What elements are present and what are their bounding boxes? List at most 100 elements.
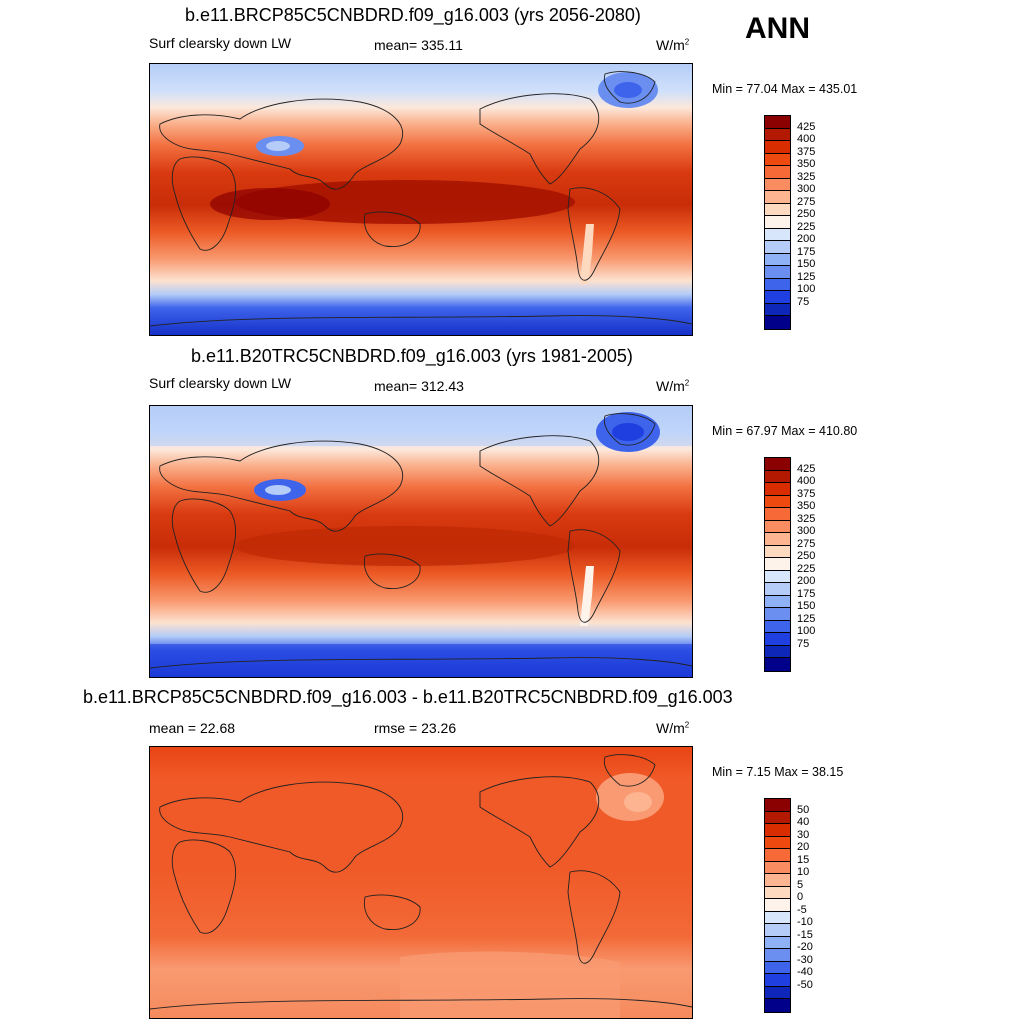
colorbar-swatch bbox=[765, 166, 790, 179]
colorbar-tick-label: 325 bbox=[797, 170, 816, 183]
colorbar-tick-label: 250 bbox=[797, 208, 816, 221]
colorbar-swatch bbox=[765, 141, 790, 154]
colorbar-swatch bbox=[765, 558, 790, 571]
colorbar-swatch bbox=[765, 924, 790, 937]
colorbar-swatch bbox=[765, 545, 790, 559]
colorbar-tick-label: 400 bbox=[797, 475, 816, 488]
colorbar-tick-label: 15 bbox=[797, 853, 810, 866]
colorbar-swatch bbox=[765, 178, 790, 192]
colorbar-swatch bbox=[765, 495, 790, 509]
colorbar-tick-label: 300 bbox=[797, 183, 816, 196]
colorbar-swatch bbox=[765, 999, 790, 1012]
colorbar-swatch bbox=[765, 645, 790, 659]
colorbar-swatch bbox=[765, 153, 790, 167]
colorbar-swatch bbox=[765, 291, 790, 304]
colorbar-tick-label: 125 bbox=[797, 270, 816, 283]
panel-1-units: W/m2 bbox=[656, 37, 690, 53]
colorbar-tick-label: 20 bbox=[797, 841, 810, 854]
panel-3-rmse-label: rmse = 23.26 bbox=[374, 720, 457, 736]
colorbar-tick-label: 375 bbox=[797, 487, 816, 500]
colorbar-tick-label: 10 bbox=[797, 866, 810, 879]
colorbar-tick-label: -5 bbox=[797, 903, 807, 916]
colorbar-tick-label: 75 bbox=[797, 637, 810, 650]
colorbar-tick-label: -50 bbox=[797, 978, 813, 991]
colorbar-swatch bbox=[765, 911, 790, 925]
colorbar-swatch bbox=[765, 316, 790, 329]
panel-3-title: b.e11.BRCP85C5CNBDRD.f09_g16.003 - b.e11… bbox=[83, 687, 733, 707]
panel-2-variable-label: Surf clearsky down LW bbox=[149, 375, 292, 391]
colorbar-swatch bbox=[765, 799, 790, 812]
panel-1-title: b.e11.BRCP85C5CNBDRD.f09_g16.003 (yrs 20… bbox=[185, 5, 641, 25]
colorbar-tick-label: 150 bbox=[797, 258, 816, 271]
colorbar-tick-label: 5 bbox=[797, 878, 804, 891]
colorbar-swatch bbox=[765, 483, 790, 496]
season-label: ANN bbox=[745, 12, 810, 45]
colorbar-swatch bbox=[765, 278, 790, 292]
colorbar-swatch bbox=[765, 974, 790, 987]
colorbar-swatch bbox=[765, 658, 790, 671]
colorbar-tick-label: 425 bbox=[797, 120, 816, 133]
colorbar-swatch bbox=[765, 216, 790, 229]
colorbar-tick-label: 275 bbox=[797, 195, 816, 208]
panel-3-minmax: Min = 7.15 Max = 38.15 bbox=[712, 765, 844, 779]
colorbar-swatch bbox=[765, 861, 790, 875]
colorbar-tick-label: -10 bbox=[797, 916, 813, 929]
colorbar-swatch bbox=[765, 570, 790, 584]
panel-3-mean-label: mean = 22.68 bbox=[149, 720, 236, 736]
panel-1-minmax: Min = 77.04 Max = 435.01 bbox=[712, 82, 858, 96]
colorbar-tick-label: 225 bbox=[797, 220, 816, 233]
colorbar-swatch bbox=[765, 849, 790, 862]
colorbar-swatch bbox=[765, 241, 790, 254]
colorbar-tick-label: 150 bbox=[797, 600, 816, 613]
colorbar-tick-label: 325 bbox=[797, 512, 816, 525]
colorbar-swatch bbox=[765, 886, 790, 900]
panel-2-map bbox=[149, 405, 693, 678]
colorbar-swatch bbox=[765, 824, 790, 837]
colorbar-swatch bbox=[765, 620, 790, 634]
colorbar-swatch bbox=[765, 116, 790, 129]
colorbar-tick-label: -15 bbox=[797, 928, 813, 941]
panel-1-colorbar bbox=[764, 115, 791, 330]
colorbar-tick-label: 400 bbox=[797, 133, 816, 146]
colorbar-swatch bbox=[765, 253, 790, 267]
colorbar-swatch bbox=[765, 949, 790, 962]
panel-2-minmax: Min = 67.97 Max = 410.80 bbox=[712, 424, 858, 438]
colorbar-tick-label: -30 bbox=[797, 953, 813, 966]
panel-3-colorbar bbox=[764, 798, 791, 1013]
colorbar-swatch bbox=[765, 533, 790, 546]
colorbar-tick-label: 175 bbox=[797, 587, 816, 600]
colorbar-tick-label: 300 bbox=[797, 525, 816, 538]
colorbar-tick-label: -20 bbox=[797, 941, 813, 954]
colorbar-tick-label: 275 bbox=[797, 537, 816, 550]
colorbar-tick-label: 100 bbox=[797, 283, 816, 296]
colorbar-tick-label: -40 bbox=[797, 966, 813, 979]
colorbar-tick-label: 0 bbox=[797, 891, 804, 904]
colorbar-tick-label: 200 bbox=[797, 233, 816, 246]
colorbar-swatch bbox=[765, 633, 790, 646]
colorbar-tick-label: 350 bbox=[797, 500, 816, 513]
colorbar-tick-label: 100 bbox=[797, 625, 816, 638]
colorbar-swatch bbox=[765, 986, 790, 1000]
colorbar-swatch bbox=[765, 836, 790, 850]
colorbar-tick-label: 250 bbox=[797, 550, 816, 563]
panel-1-mean-label: mean= 335.11 bbox=[374, 37, 463, 53]
colorbar-tick-label: 75 bbox=[797, 295, 810, 308]
panel-2-title: b.e11.B20TRC5CNBDRD.f09_g16.003 (yrs 198… bbox=[191, 346, 633, 366]
panel-1-map bbox=[149, 63, 693, 336]
colorbar-swatch bbox=[765, 583, 790, 596]
panel-3-map bbox=[149, 746, 693, 1019]
colorbar-tick-label: 375 bbox=[797, 145, 816, 158]
colorbar-swatch bbox=[765, 458, 790, 471]
colorbar-swatch bbox=[765, 874, 790, 887]
colorbar-tick-label: 125 bbox=[797, 612, 816, 625]
colorbar-tick-label: 175 bbox=[797, 245, 816, 258]
panel-2-colorbar bbox=[764, 457, 791, 672]
colorbar-swatch bbox=[765, 470, 790, 484]
colorbar-swatch bbox=[765, 266, 790, 279]
colorbar-tick-label: 200 bbox=[797, 575, 816, 588]
colorbar-swatch bbox=[765, 520, 790, 534]
panel-2-mean-label: mean= 312.43 bbox=[374, 378, 464, 394]
colorbar-swatch bbox=[765, 811, 790, 825]
colorbar-swatch bbox=[765, 191, 790, 204]
colorbar-tick-label: 425 bbox=[797, 462, 816, 475]
